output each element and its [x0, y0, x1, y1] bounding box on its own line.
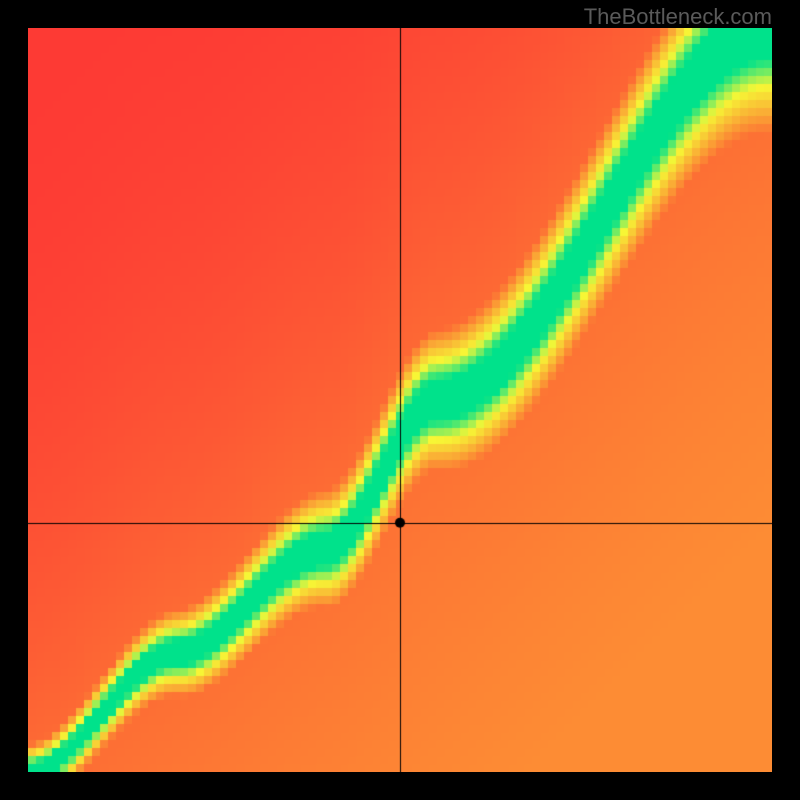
watermark-text: TheBottleneck.com	[584, 4, 772, 30]
heatmap-canvas	[28, 28, 772, 772]
heatmap-chart	[28, 28, 772, 772]
